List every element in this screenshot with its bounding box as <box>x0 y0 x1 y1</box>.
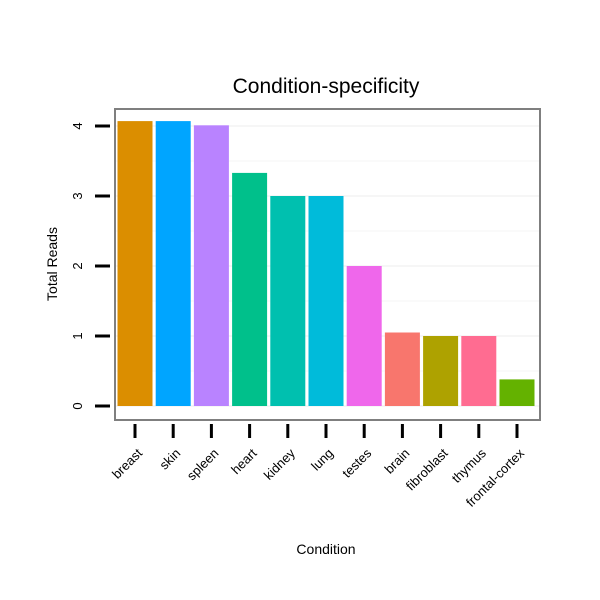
x-tick-label: spleen <box>184 446 222 484</box>
bar-lung <box>308 196 344 406</box>
y-tick-label: 0 <box>70 402 85 409</box>
bar-brain <box>384 332 420 406</box>
chart-title: Condition-specificity <box>233 75 420 98</box>
x-tick-label: lung <box>308 446 336 474</box>
bars <box>117 121 535 407</box>
bar-heart <box>232 172 268 406</box>
x-tick-label: brain <box>381 446 412 477</box>
y-axis: 0 1 2 3 4 <box>70 122 110 410</box>
bar-spleen <box>193 125 229 407</box>
bar-kidney <box>270 196 306 406</box>
y-tick-label: 2 <box>70 262 85 269</box>
x-tick-label: fibroblast <box>403 445 451 493</box>
bar-breast <box>117 121 153 406</box>
y-tick-label: 3 <box>70 192 85 199</box>
plot-frame <box>114 108 541 421</box>
bar-testes <box>346 266 382 406</box>
x-tick-label: skin <box>156 446 183 473</box>
y-tick-label: 1 <box>70 332 85 339</box>
bar-thymus <box>461 336 497 406</box>
x-tick-label: breast <box>109 445 145 481</box>
bar-skin <box>155 121 191 406</box>
x-axis: breast skin spleen heart kidney lung testes bra… <box>109 424 527 510</box>
bar-fibroblast <box>423 336 459 406</box>
x-tick-label: testes <box>339 445 374 480</box>
x-tick-label: kidney <box>261 445 299 483</box>
x-tick-label: heart <box>228 445 260 477</box>
y-tick-label: 4 <box>70 122 85 129</box>
x-axis-label: Condition <box>296 541 355 557</box>
y-axis-label: Total Reads <box>44 227 60 301</box>
bar-frontal-cortex <box>499 379 535 406</box>
